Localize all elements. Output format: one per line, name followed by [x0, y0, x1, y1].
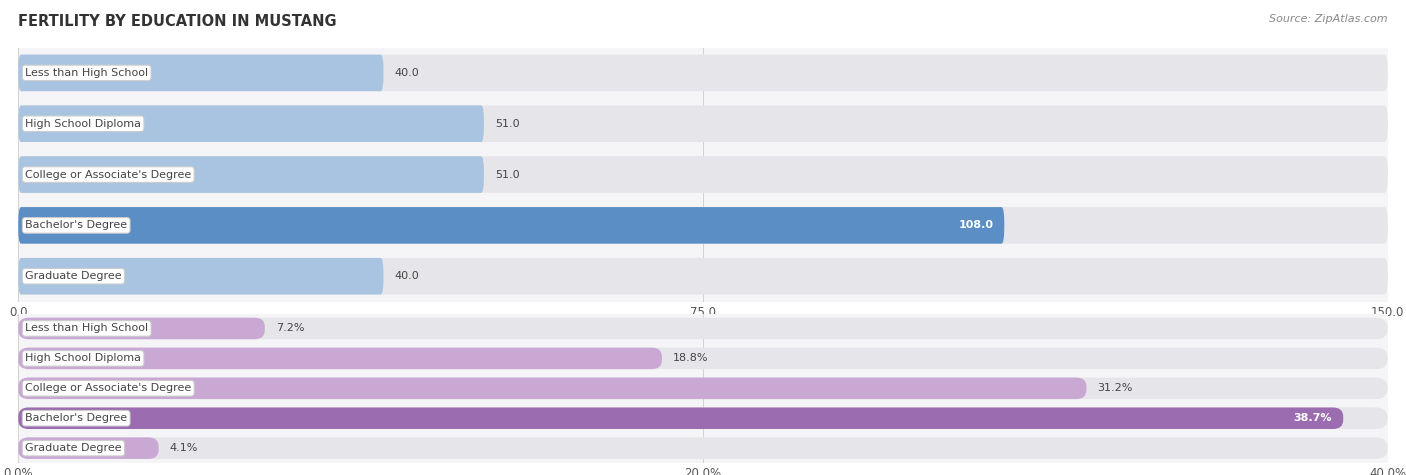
- Text: 7.2%: 7.2%: [276, 323, 304, 333]
- Text: Bachelor's Degree: Bachelor's Degree: [25, 220, 128, 230]
- Text: FERTILITY BY EDUCATION IN MUSTANG: FERTILITY BY EDUCATION IN MUSTANG: [18, 14, 337, 29]
- Text: 40.0: 40.0: [395, 68, 419, 78]
- Text: 18.8%: 18.8%: [673, 353, 709, 363]
- FancyBboxPatch shape: [18, 318, 1388, 339]
- Text: 4.1%: 4.1%: [170, 443, 198, 453]
- FancyBboxPatch shape: [18, 408, 1343, 429]
- Text: 51.0: 51.0: [495, 119, 519, 129]
- FancyBboxPatch shape: [18, 258, 1388, 294]
- Text: College or Associate's Degree: College or Associate's Degree: [25, 170, 191, 180]
- FancyBboxPatch shape: [18, 378, 1087, 399]
- FancyBboxPatch shape: [18, 105, 1388, 142]
- FancyBboxPatch shape: [18, 408, 1388, 429]
- Text: College or Associate's Degree: College or Associate's Degree: [25, 383, 191, 393]
- FancyBboxPatch shape: [18, 437, 159, 459]
- FancyBboxPatch shape: [18, 348, 662, 369]
- FancyBboxPatch shape: [18, 105, 484, 142]
- FancyBboxPatch shape: [18, 55, 384, 91]
- Text: Less than High School: Less than High School: [25, 323, 148, 333]
- Text: Graduate Degree: Graduate Degree: [25, 443, 122, 453]
- FancyBboxPatch shape: [18, 207, 1388, 244]
- Text: High School Diploma: High School Diploma: [25, 119, 141, 129]
- FancyBboxPatch shape: [18, 55, 1388, 91]
- FancyBboxPatch shape: [18, 207, 1004, 244]
- FancyBboxPatch shape: [18, 258, 384, 294]
- Text: High School Diploma: High School Diploma: [25, 353, 141, 363]
- FancyBboxPatch shape: [18, 378, 1388, 399]
- Text: 31.2%: 31.2%: [1098, 383, 1133, 393]
- Text: 51.0: 51.0: [495, 170, 519, 180]
- Text: Source: ZipAtlas.com: Source: ZipAtlas.com: [1270, 14, 1388, 24]
- Text: 108.0: 108.0: [959, 220, 993, 230]
- FancyBboxPatch shape: [18, 348, 1388, 369]
- Text: Bachelor's Degree: Bachelor's Degree: [25, 413, 128, 423]
- Text: 40.0: 40.0: [395, 271, 419, 281]
- Text: Graduate Degree: Graduate Degree: [25, 271, 122, 281]
- FancyBboxPatch shape: [18, 156, 1388, 193]
- FancyBboxPatch shape: [18, 437, 1388, 459]
- Text: 38.7%: 38.7%: [1294, 413, 1333, 423]
- FancyBboxPatch shape: [18, 318, 264, 339]
- FancyBboxPatch shape: [18, 156, 484, 193]
- Text: Less than High School: Less than High School: [25, 68, 148, 78]
